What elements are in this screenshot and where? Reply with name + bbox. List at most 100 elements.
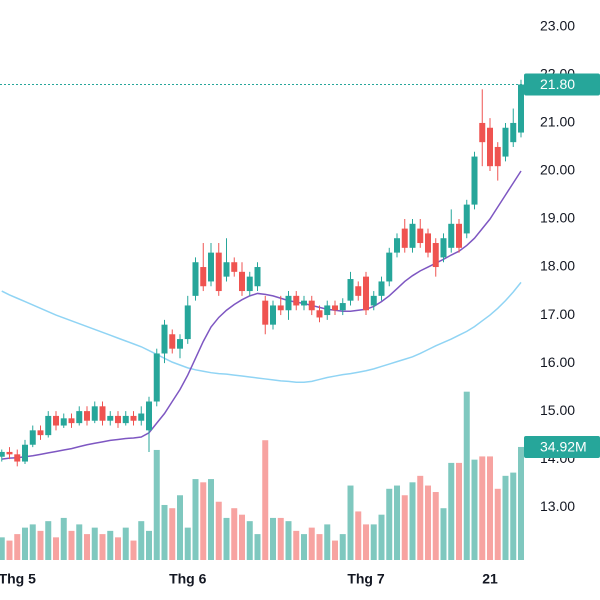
candle-body	[308, 300, 315, 311]
candle-body	[324, 305, 331, 316]
candle-body	[339, 303, 346, 311]
candle-body	[432, 243, 439, 268]
volume-bar	[394, 485, 400, 560]
candle-body	[76, 411, 83, 424]
candle-body	[14, 454, 21, 462]
candle-body	[417, 228, 424, 244]
candle-body	[510, 122, 517, 143]
y-tick-label: 19.00	[540, 210, 575, 226]
volume-bar	[277, 517, 284, 560]
candle-body	[130, 415, 137, 421]
volume-bar	[386, 488, 393, 560]
volume-bar	[130, 540, 137, 560]
candle-body	[138, 413, 145, 421]
candle-body	[254, 267, 261, 287]
volume-bar	[324, 524, 331, 560]
volume-bar	[246, 521, 253, 560]
last-price-box	[524, 73, 600, 96]
candle-body	[153, 353, 160, 402]
volume-bar	[479, 456, 486, 560]
candle-body	[60, 418, 67, 426]
candle-body	[479, 122, 486, 143]
candle-body	[161, 324, 168, 354]
candle-body	[386, 252, 393, 282]
volume-bar	[378, 514, 385, 560]
volume-bar	[169, 508, 176, 560]
x-tick-label: Thg 5	[0, 571, 36, 587]
y-tick-label: 17.00	[540, 306, 575, 322]
volume-bar	[487, 456, 493, 560]
candle-body	[332, 305, 338, 311]
candle-body	[239, 271, 245, 292]
volume-bar	[153, 449, 160, 560]
volume-bar	[432, 492, 439, 560]
volume-bar	[14, 534, 21, 560]
candle-body	[22, 444, 28, 462]
y-tick-label: 18.00	[540, 258, 575, 274]
candle-body	[401, 228, 408, 248]
candle-body	[409, 223, 416, 248]
candle-body	[378, 281, 385, 296]
ma50-line	[1, 281, 522, 384]
candle-body	[29, 430, 36, 445]
volume-bar	[370, 524, 377, 560]
candle-body	[146, 401, 152, 431]
x-tick-label: Thg 7	[347, 571, 385, 587]
volume-bar	[308, 527, 315, 560]
volume-bar	[60, 517, 67, 560]
y-tick-label: 13.00	[540, 498, 575, 514]
y-tick-label: 20.00	[540, 162, 575, 178]
candle-body	[99, 406, 106, 421]
last-price-label: 21.80	[540, 76, 575, 92]
x-tick-label: 21	[482, 571, 498, 587]
candle-body	[456, 223, 462, 248]
volume-bar	[270, 517, 276, 560]
candle-body	[440, 238, 447, 258]
volume-bar	[239, 514, 245, 560]
candle-body	[502, 127, 509, 157]
candle-body	[223, 262, 230, 277]
volume-bar	[107, 530, 114, 560]
volume-bar	[29, 524, 36, 560]
volume-bar	[122, 527, 129, 560]
volume-bar	[146, 530, 152, 560]
volume-bar	[471, 459, 478, 560]
candle-body	[277, 305, 284, 311]
candle-body	[231, 262, 238, 272]
candle-body	[84, 411, 90, 421]
candle-body	[192, 262, 199, 296]
y-tick-label: 21.00	[540, 114, 575, 130]
volume-bar	[91, 527, 98, 560]
candle-body	[425, 233, 431, 253]
candle-body	[293, 295, 300, 306]
volume-bar	[425, 485, 431, 560]
candle-body	[208, 252, 214, 282]
candle-body	[177, 339, 183, 349]
y-tick-label: 23.00	[540, 18, 575, 34]
candle-body	[363, 276, 369, 311]
candle-body	[355, 286, 362, 296]
candle-body	[270, 305, 276, 325]
volume-bar	[99, 534, 106, 560]
candle-body	[91, 406, 98, 421]
candle-body	[53, 415, 59, 426]
volume-bar	[177, 495, 183, 560]
volume-bar	[417, 475, 424, 560]
volume-bar	[161, 504, 168, 560]
volume-bar	[332, 540, 338, 560]
candle-body	[107, 415, 114, 421]
volume-bar	[363, 524, 369, 560]
volume-bar	[208, 479, 214, 560]
volume-bar	[115, 537, 121, 560]
volume-bar	[223, 517, 230, 560]
volume-bar	[510, 472, 517, 560]
candle-body	[448, 223, 455, 248]
candle-body	[37, 430, 44, 436]
volume-bar	[401, 495, 408, 560]
volume-bar	[231, 508, 238, 560]
volume-bar	[301, 534, 307, 560]
candle-body	[316, 310, 323, 318]
volume-bar	[22, 527, 28, 560]
volume-bar	[254, 534, 261, 560]
